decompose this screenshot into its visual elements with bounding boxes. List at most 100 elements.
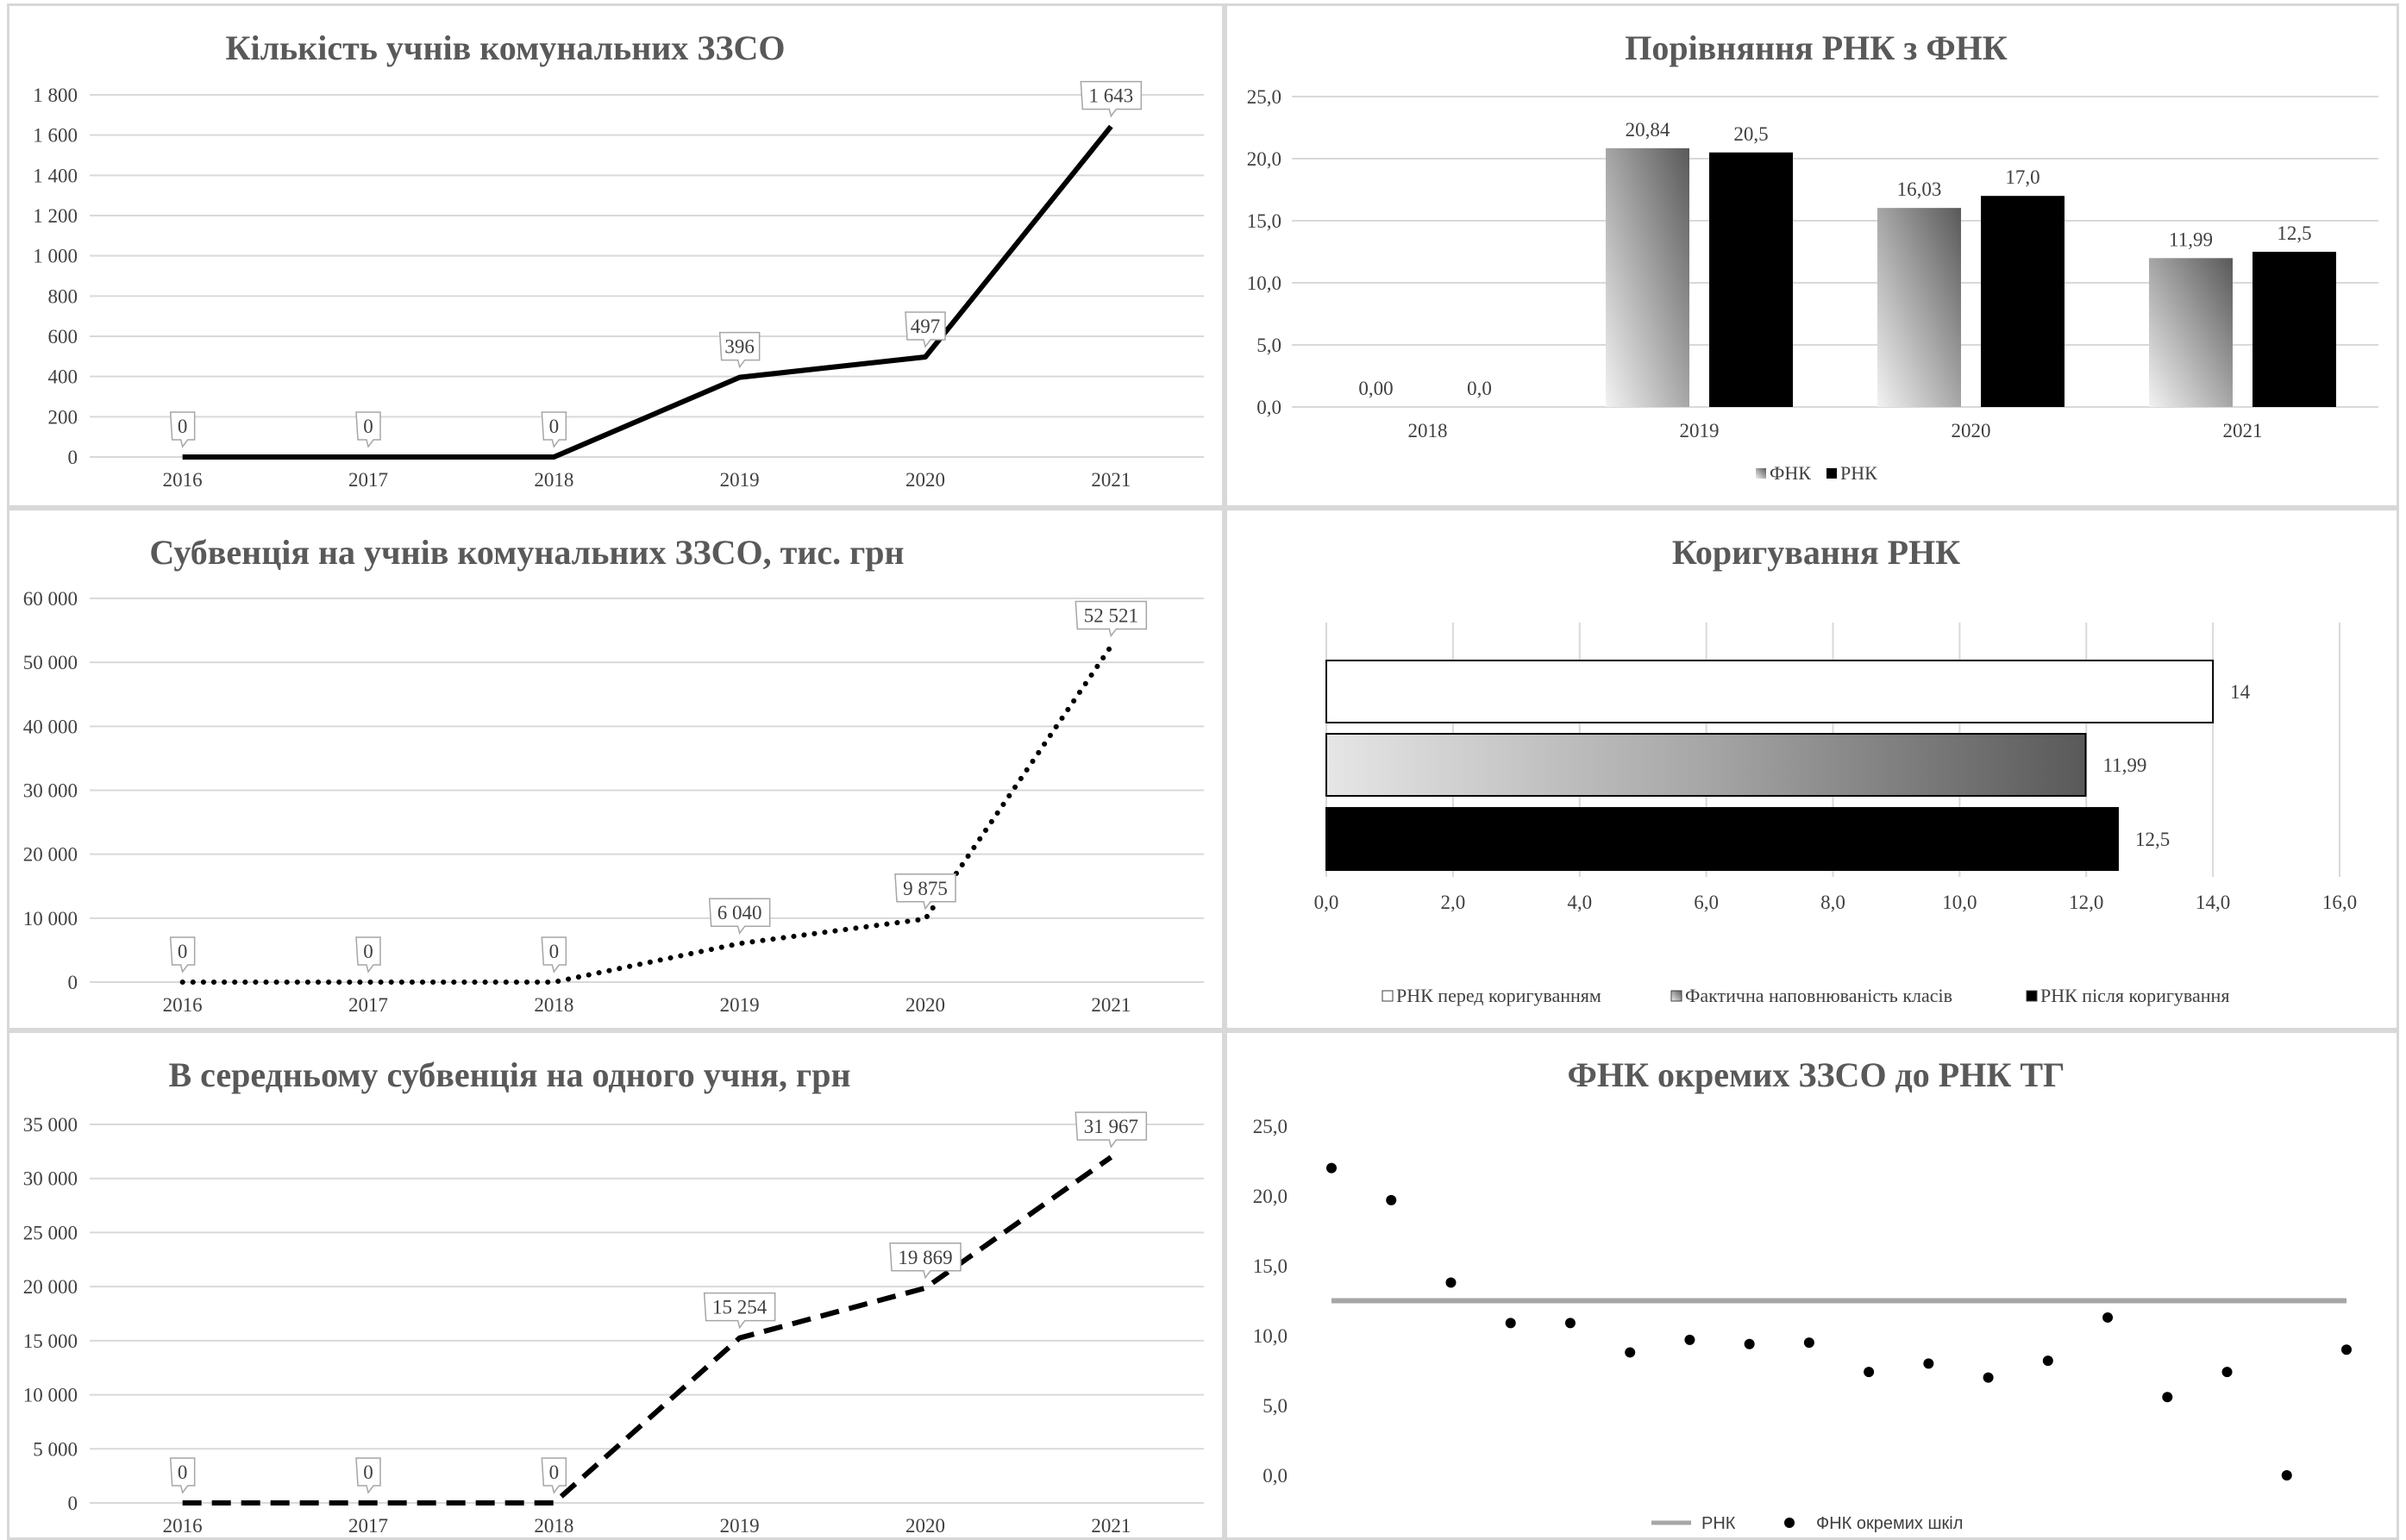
x-tick-label: 2018	[1408, 420, 1448, 441]
scatter-point	[2341, 1344, 2352, 1355]
y-tick-label: 60 000	[23, 588, 78, 610]
legend-label: РНК після коригування	[2040, 985, 2229, 1006]
scatter-point	[2281, 1470, 2292, 1481]
legend-label: РНК	[1840, 462, 1877, 484]
data-label-callout	[1075, 1111, 1148, 1149]
chart-panel-fnk-schools: ФНК окремих ЗЗСО до РНК ТГ 0,0 5,0 10,0 15,…	[1225, 1030, 2399, 1540]
data-label: 497	[911, 316, 941, 337]
data-label-callout	[355, 411, 381, 448]
x-tick-label: 2018	[534, 994, 573, 1016]
y-tick-label: 800	[48, 285, 78, 307]
legend-swatch	[1784, 1518, 1795, 1528]
y-tick-label: 0	[68, 1493, 78, 1514]
legend-swatch	[1826, 468, 1837, 479]
legend-swatch	[2026, 990, 2038, 1002]
y-tick-label: 20 000	[23, 844, 78, 866]
y-tick-label: 5,0	[1256, 335, 1281, 356]
legend-label: ФНК окремих шкіл	[1816, 1514, 1963, 1533]
chart-students-count: Кількість учнів комунальних ЗЗСО 0 200 400…	[33, 28, 1204, 491]
data-label: 12,5	[2277, 222, 2311, 244]
bar	[1709, 152, 1793, 408]
x-tick-label: 2019	[720, 1515, 760, 1537]
x-tick-label: 2020	[905, 469, 945, 491]
legend-label: РНК перед коригуванням	[1396, 985, 1601, 1006]
data-label: 0	[363, 1462, 373, 1483]
bar	[2149, 258, 2233, 407]
x-tick-label: 8,0	[1820, 892, 1845, 913]
x-tick-label: 2018	[534, 469, 573, 491]
y-tick-label: 25,0	[1253, 1116, 1288, 1137]
y-tick-label: 25,0	[1247, 86, 1281, 108]
y-tick-label: 15 000	[23, 1330, 78, 1352]
scatter-point	[1923, 1358, 1934, 1369]
data-label: 0	[178, 416, 188, 437]
bar	[1877, 208, 1961, 407]
data-label: 11,99	[2169, 228, 2213, 250]
scatter-point	[2102, 1312, 2114, 1323]
y-tick-label: 0	[68, 447, 78, 468]
y-tick-label: 10 000	[23, 1385, 78, 1406]
data-label-callout	[169, 936, 196, 973]
y-tick-label: 30 000	[23, 780, 78, 802]
chart-subvention: Субвенція на учнів комунальних ЗЗСО, тис…	[23, 533, 1204, 1016]
y-tick-label: 1 400	[33, 165, 78, 186]
x-tick-label: 14,0	[2196, 892, 2230, 913]
bar	[1325, 660, 2215, 723]
series-line	[182, 124, 1113, 460]
scatter-point	[1326, 1162, 1337, 1174]
scatter-point	[1803, 1337, 1814, 1349]
data-label: 0,0	[1467, 378, 1492, 399]
legend-swatch	[1670, 990, 1682, 1002]
y-tick-label: 1 800	[33, 85, 78, 106]
y-tick-label: 20,0	[1253, 1186, 1288, 1207]
data-label: 9 875	[903, 878, 948, 899]
chart-panel-rnk-correction: Коригування РНК 0,0 2,0 4,0 6,0 8,0 10,0 12,0 1…	[1225, 508, 2399, 1030]
y-tick-label: 20 000	[23, 1276, 78, 1298]
data-label: 0,00	[1358, 378, 1393, 399]
y-tick-label: 1 200	[33, 205, 78, 227]
chart-title: Коригування РНК	[1672, 533, 1960, 572]
data-label: 396	[724, 336, 755, 358]
scatter-point	[1505, 1318, 1516, 1329]
legend-label: РНК	[1701, 1514, 1736, 1533]
data-label: 17,0	[2005, 166, 2039, 188]
data-label: 19 869	[898, 1247, 952, 1268]
data-label: 0	[178, 941, 188, 962]
data-label: 14	[2230, 681, 2251, 703]
bar	[2252, 252, 2336, 407]
chart-rnk-correction: Коригування РНК 0,0 2,0 4,0 6,0 8,0 10,0 12,0 1…	[1314, 533, 2358, 1006]
chart-fnk-schools: ФНК окремих ЗЗСО до РНК ТГ 0,0 5,0 10,0 15,…	[1253, 1055, 2352, 1533]
x-tick-label: 4,0	[1567, 892, 1592, 913]
y-tick-label: 0,0	[1256, 397, 1281, 418]
y-tick-label: 40 000	[23, 716, 78, 737]
data-label-callout	[169, 1457, 196, 1494]
data-label: 0	[363, 416, 373, 437]
x-tick-label: 2020	[1952, 420, 1991, 441]
legend-swatch	[1756, 468, 1766, 479]
chart-title: Порівняння РНК з ФНК	[1625, 28, 2008, 67]
legend-label: ФНК	[1770, 462, 1811, 484]
scatter-point	[1983, 1372, 1994, 1383]
y-tick-label: 400	[48, 366, 78, 388]
x-tick-label: 0,0	[1314, 892, 1339, 913]
y-tick-label: 10,0	[1247, 272, 1281, 294]
x-tick-label: 2021	[2223, 420, 2263, 441]
x-tick-label: 2017	[348, 994, 388, 1016]
x-tick-label: 6,0	[1694, 892, 1719, 913]
scatter-point	[1684, 1334, 1695, 1345]
bar	[1325, 733, 2087, 797]
bar	[1325, 807, 2119, 871]
series-line	[179, 643, 1114, 985]
data-label: 6 040	[717, 902, 762, 923]
chart-panel-students: Кількість учнів комунальних ЗЗСО 0 200 400…	[7, 3, 1225, 508]
x-tick-label: 2019	[1680, 420, 1720, 441]
y-tick-label: 600	[48, 326, 78, 347]
data-label: 1 643	[1088, 85, 1133, 107]
x-tick-label: 2018	[534, 1515, 573, 1537]
scatter-point	[1564, 1318, 1576, 1329]
chart-title: Кількість учнів комунальних ЗЗСО	[225, 28, 785, 67]
chart-title: В середньому субвенція на одного учня, г…	[168, 1055, 850, 1094]
data-label-callout	[703, 1292, 776, 1330]
data-label-callout	[905, 311, 946, 348]
chart-rnk-vs-fnk: Порівняння РНК з ФНК 0,0 5,0 10,0 15,0 20,0 2…	[1247, 28, 2378, 484]
